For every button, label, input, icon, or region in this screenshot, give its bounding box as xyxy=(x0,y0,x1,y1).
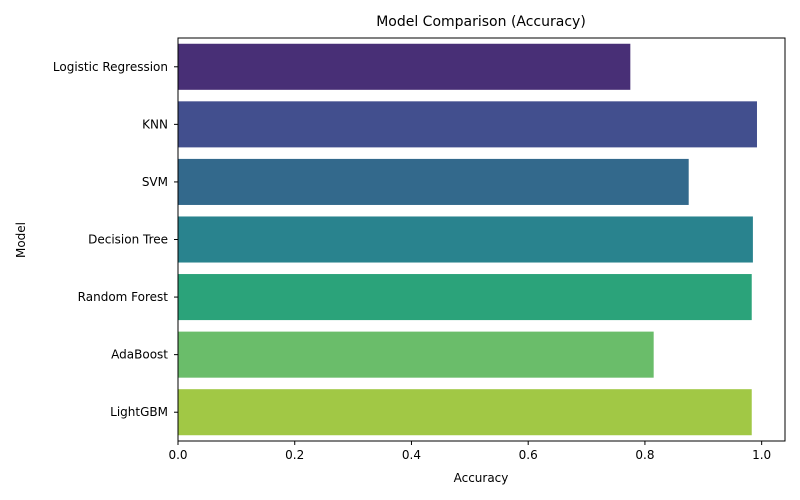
bar-svm xyxy=(178,158,689,205)
y-tick-label: AdaBoost xyxy=(111,348,168,362)
y-tick-label: Random Forest xyxy=(78,290,169,304)
bar-adaboost xyxy=(178,331,654,378)
bar-random-forest xyxy=(178,274,752,321)
y-tick-label: LightGBM xyxy=(110,405,168,419)
bar-lightgbm xyxy=(178,389,752,436)
bar-knn xyxy=(178,101,757,148)
bar-logistic-regression xyxy=(178,43,631,90)
plot-frame xyxy=(177,37,786,442)
y-tick-label: Decision Tree xyxy=(88,233,168,247)
x-tick-label: 0.0 xyxy=(168,448,187,462)
y-axis-ticks: Logistic Regression KNN SVM Decision Tree Ra… xyxy=(53,60,178,419)
y-tick-label: KNN xyxy=(142,117,168,131)
bar-decision-tree xyxy=(178,216,753,263)
x-tick-label: 0.2 xyxy=(285,448,304,462)
x-axis-ticks: 0.0 0.2 0.4 0.6 0.8 1.0 xyxy=(168,441,771,462)
y-tick-label: SVM xyxy=(142,175,168,189)
x-tick-label: 0.4 xyxy=(402,448,421,462)
x-tick-label: 1.0 xyxy=(752,448,771,462)
y-tick-label: Logistic Regression xyxy=(53,60,168,74)
bars-layer xyxy=(178,43,757,436)
chart-title: Model Comparison (Accuracy) xyxy=(376,14,586,30)
x-tick-label: 0.8 xyxy=(635,448,654,462)
x-axis-label: Accuracy xyxy=(454,471,509,485)
y-axis-label: Model xyxy=(14,222,28,258)
x-tick-label: 0.6 xyxy=(519,448,538,462)
